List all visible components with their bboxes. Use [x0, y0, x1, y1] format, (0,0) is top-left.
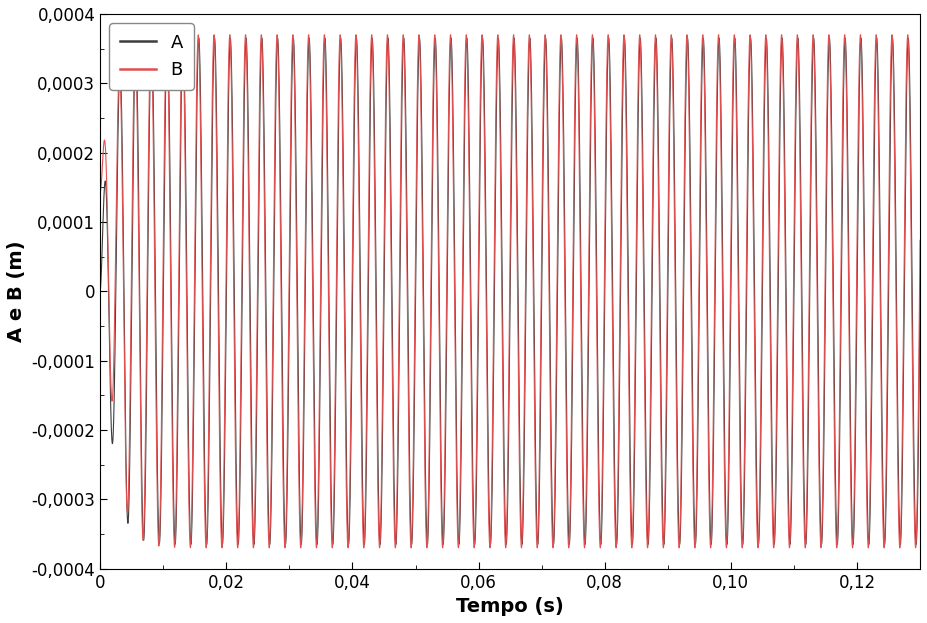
A — [95, 288, 106, 295]
B — [857, 93, 868, 101]
B — [902, 31, 913, 39]
A — [141, 386, 152, 393]
Line: A: A — [100, 38, 921, 545]
B — [723, 466, 734, 473]
B — [518, 413, 529, 421]
B — [95, 188, 106, 196]
A — [910, 541, 921, 548]
B — [915, 237, 926, 244]
A — [915, 288, 926, 295]
A — [857, 67, 868, 75]
Legend: A, B: A, B — [109, 23, 194, 90]
A — [723, 497, 734, 504]
A — [148, 109, 159, 117]
B — [141, 338, 152, 346]
B — [148, 147, 159, 155]
Y-axis label: A e B (m): A e B (m) — [6, 240, 26, 342]
A — [518, 452, 529, 460]
X-axis label: Tempo (s): Tempo (s) — [456, 597, 564, 616]
A — [257, 35, 268, 42]
A — [903, 34, 914, 42]
B — [910, 544, 921, 551]
B — [257, 39, 268, 46]
Line: B: B — [100, 35, 921, 548]
